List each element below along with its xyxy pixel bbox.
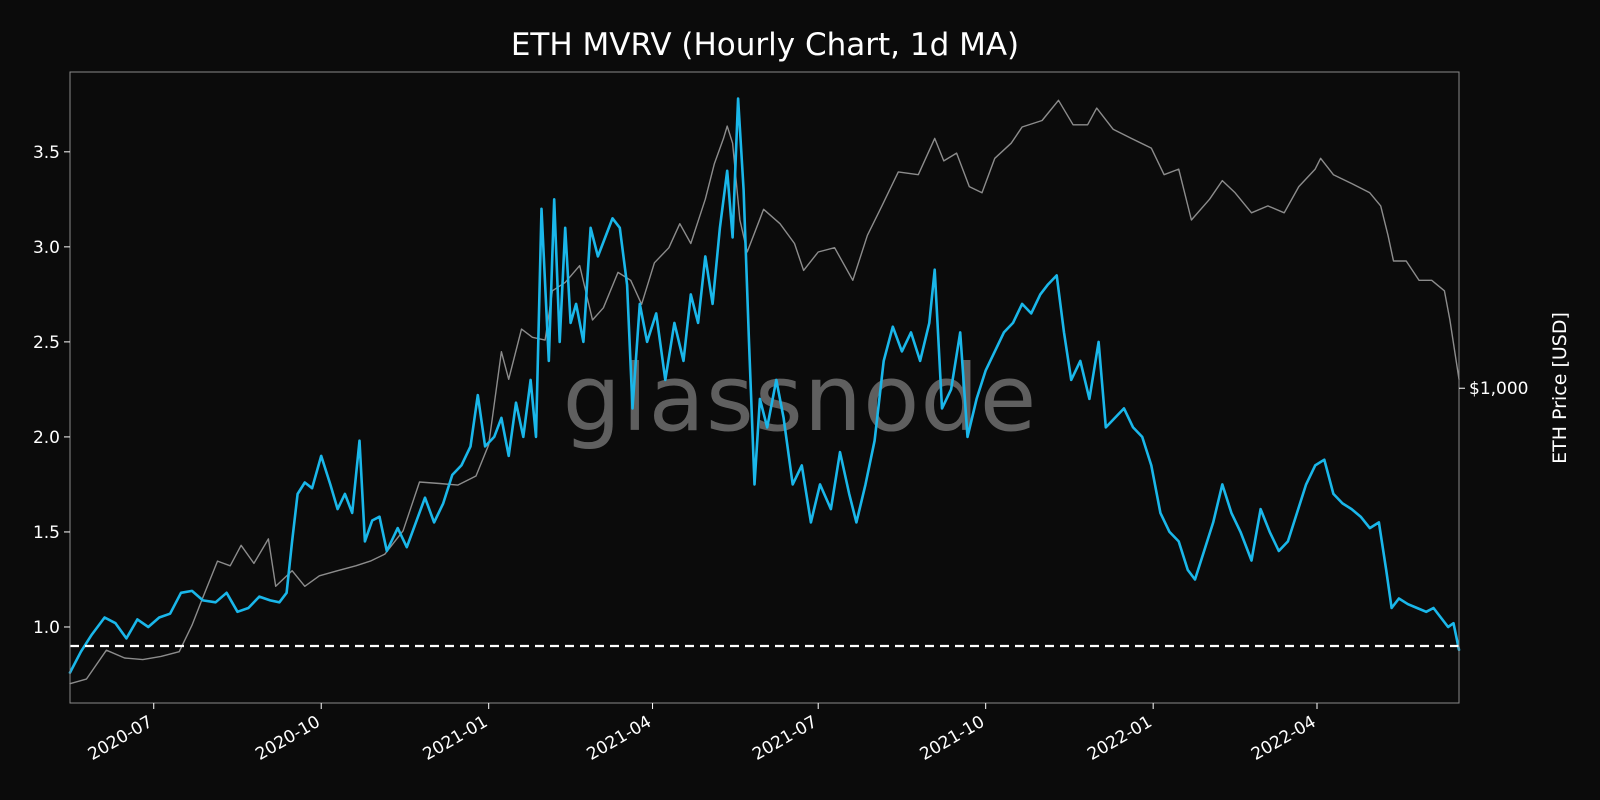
mvrv-series-layer bbox=[68, 97, 1461, 674]
y-tick-label: 3.5 bbox=[33, 143, 60, 163]
y-tick-label: 2.5 bbox=[33, 333, 60, 353]
price-series-layer bbox=[69, 99, 1460, 685]
y-axis-right: $1,000 bbox=[1459, 379, 1528, 399]
watermark: glassnode bbox=[563, 345, 1038, 452]
plot-area: glassnode bbox=[68, 71, 1461, 704]
y2-axis-label: ETH Price [USD] bbox=[1549, 312, 1571, 464]
chart-title: ETH MVRV (Hourly Chart, 1d MA) bbox=[511, 27, 1019, 63]
eth-price-line bbox=[69, 99, 1460, 685]
y-axis-left: 1.0 1.5 2.0 2.5 3.0 3.5 bbox=[33, 143, 70, 638]
y-tick-label: 3.0 bbox=[33, 238, 60, 258]
y-tick-label: 2.0 bbox=[33, 428, 60, 448]
y-tick-label: 1.5 bbox=[33, 523, 60, 543]
y2-tick-label: $1,000 bbox=[1469, 379, 1528, 399]
plot-frame bbox=[69, 71, 1460, 704]
y-tick-label: 1.0 bbox=[33, 618, 60, 638]
mvrv-line bbox=[68, 97, 1461, 674]
